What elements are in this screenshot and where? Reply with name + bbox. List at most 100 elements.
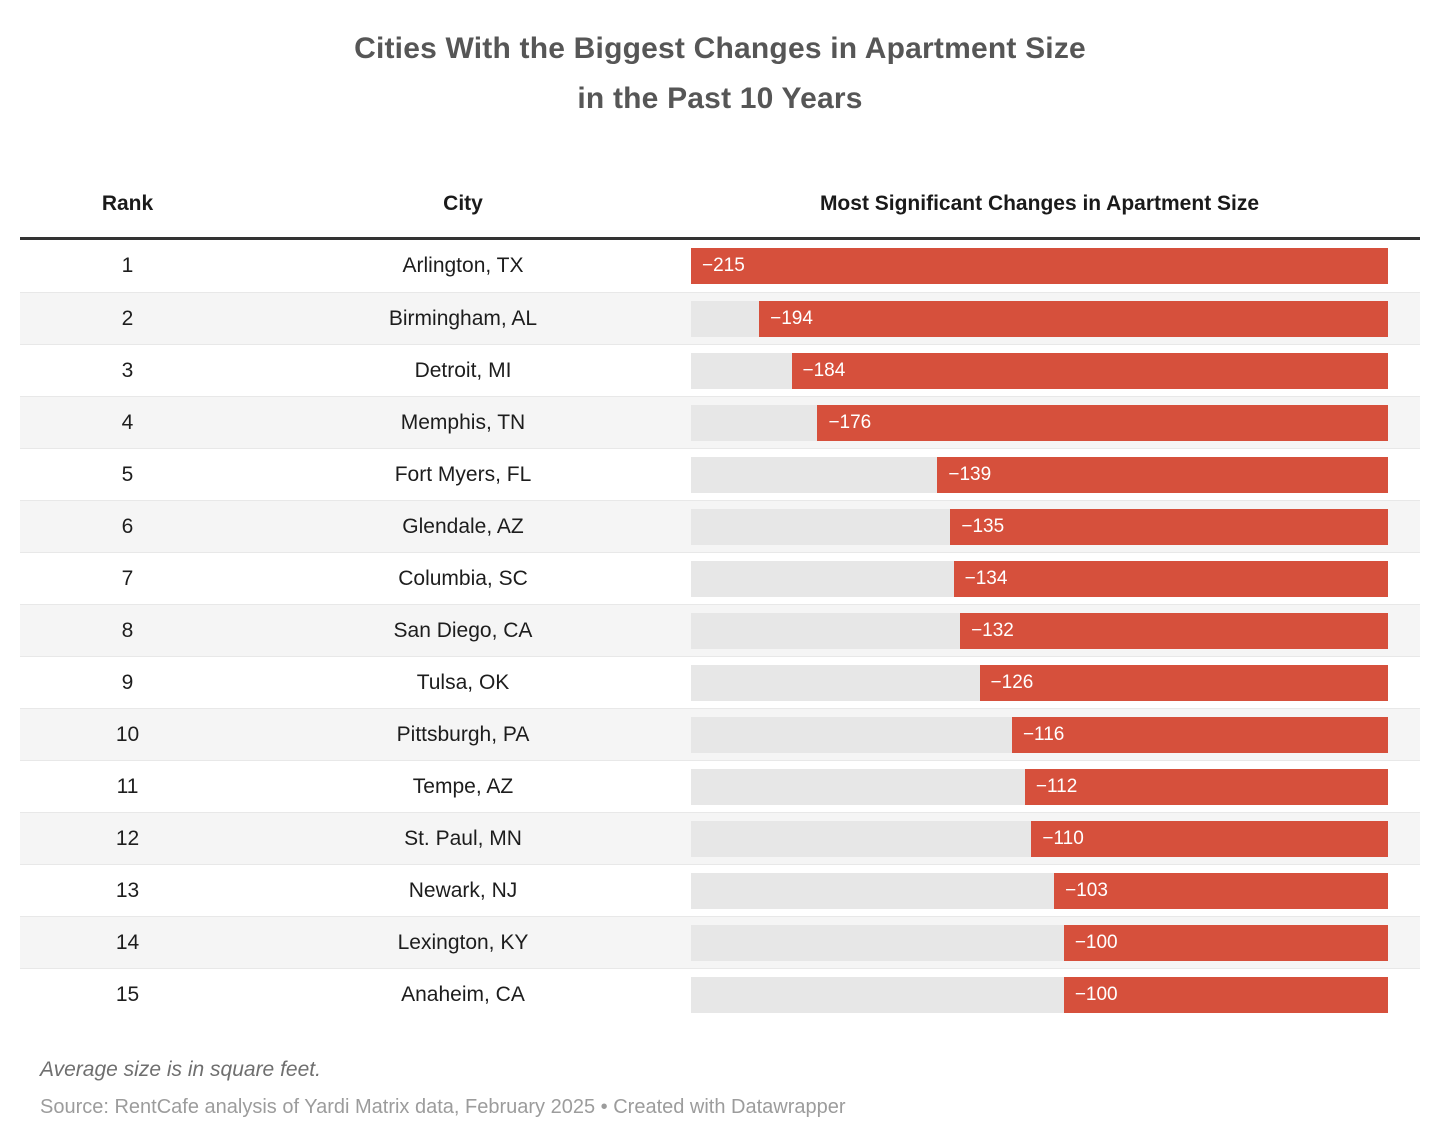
chart-title-line-1: Cities With the Biggest Changes in Apart… — [354, 32, 1086, 65]
bar-value-label: −139 — [948, 463, 992, 485]
value-bar: −110 — [1031, 820, 1388, 857]
chart-title: Cities With the Biggest Changes in Apart… — [20, 24, 1420, 124]
table-row: 3 Detroit, MI −184 — [20, 344, 1420, 396]
bar-value-label: −132 — [971, 619, 1014, 641]
bar-value-label: −116 — [1022, 723, 1065, 745]
bar-track: −134 — [691, 560, 1388, 597]
value-bar: −100 — [1063, 924, 1388, 961]
table-body: 1 Arlington, TX −215 2 Birmingham, AL −194 3 De… — [20, 240, 1420, 1020]
bar-cell: −176 — [691, 397, 1420, 448]
table-row: 12 St. Paul, MN −110 — [20, 812, 1420, 864]
bar-track: −103 — [691, 872, 1388, 909]
value-bar: −116 — [1011, 716, 1388, 753]
bar-cell: −194 — [691, 293, 1420, 344]
city-cell: Pittsburgh, PA — [396, 722, 530, 746]
rank-cell: 4 — [121, 410, 134, 434]
bar-cell: −134 — [691, 553, 1420, 604]
rank-cell: 12 — [115, 826, 140, 850]
city-cell: Columbia, SC — [398, 566, 528, 590]
table-row: 1 Arlington, TX −215 — [20, 240, 1420, 292]
rank-cell: 2 — [121, 306, 134, 330]
table-header-row: Rank City Most Significant Changes in Ap… — [20, 170, 1420, 240]
bar-cell: −100 — [691, 917, 1420, 968]
bar-cell: −116 — [691, 709, 1420, 760]
bar-track: −132 — [691, 612, 1388, 649]
ranking-table: Rank City Most Significant Changes in Ap… — [20, 170, 1420, 1020]
column-header-rank: Rank — [101, 191, 154, 215]
bar-cell: −184 — [691, 345, 1420, 396]
column-header-city: City — [443, 191, 483, 215]
table-row: 15 Anaheim, CA −100 — [20, 968, 1420, 1020]
chart-footnote: Average size is in square feet. — [40, 1058, 321, 1081]
table-row: 6 Glendale, AZ −135 — [20, 500, 1420, 552]
bar-track: −112 — [691, 768, 1388, 805]
bar-track: −176 — [691, 404, 1388, 441]
bar-value-label: −184 — [802, 359, 846, 381]
table-row: 13 Newark, NJ −103 — [20, 864, 1420, 916]
rank-cell: 10 — [115, 722, 140, 746]
bar-value-label: −100 — [1074, 931, 1118, 953]
rank-cell: 6 — [121, 514, 134, 538]
bar-track: −110 — [691, 820, 1388, 857]
rank-cell: 9 — [121, 670, 134, 694]
city-cell: Anaheim, CA — [401, 982, 525, 1006]
city-cell: St. Paul, MN — [404, 826, 522, 850]
rank-cell: 14 — [115, 930, 140, 954]
value-bar: −112 — [1024, 768, 1388, 805]
bar-cell: −132 — [691, 605, 1420, 656]
bar-track: −215 — [691, 248, 1388, 284]
city-cell: San Diego, CA — [393, 618, 533, 642]
city-cell: Arlington, TX — [402, 254, 524, 277]
table-row: 14 Lexington, KY −100 — [20, 916, 1420, 968]
city-cell: Glendale, AZ — [402, 514, 524, 538]
bar-value-label: −135 — [961, 515, 1005, 537]
bar-cell: −215 — [691, 240, 1420, 292]
bar-track: −126 — [691, 664, 1388, 701]
bar-track: −116 — [691, 716, 1388, 753]
bar-track: −139 — [691, 456, 1388, 493]
rank-cell: 7 — [121, 566, 134, 590]
value-bar: −134 — [953, 560, 1388, 597]
bar-track: −100 — [691, 976, 1388, 1013]
bar-cell: −100 — [691, 969, 1420, 1020]
table-row: 9 Tulsa, OK −126 — [20, 656, 1420, 708]
city-cell: Newark, NJ — [408, 878, 518, 902]
table-row: 11 Tempe, AZ −112 — [20, 760, 1420, 812]
table-row: 5 Fort Myers, FL −139 — [20, 448, 1420, 500]
bar-cell: −139 — [691, 449, 1420, 500]
chart-container: Cities With the Biggest Changes in Apart… — [20, 24, 1420, 1118]
bar-value-label: −112 — [1035, 775, 1078, 797]
bar-value-label: −103 — [1065, 879, 1108, 901]
rank-cell: 5 — [121, 462, 134, 486]
city-cell: Fort Myers, FL — [394, 462, 532, 486]
bar-track: −100 — [691, 924, 1388, 961]
bar-value-label: −176 — [828, 411, 872, 433]
chart-source-line: Source: RentCafe analysis of Yardi Matri… — [40, 1096, 846, 1118]
bar-value-label: −194 — [770, 307, 813, 329]
value-bar: −100 — [1063, 976, 1388, 1013]
city-cell: Birmingham, AL — [388, 306, 538, 330]
table-row: 2 Birmingham, AL −194 — [20, 292, 1420, 344]
bar-cell: −135 — [691, 501, 1420, 552]
chart-title-line-2: in the Past 10 Years — [577, 82, 863, 115]
value-bar: −126 — [979, 664, 1388, 701]
value-bar: −103 — [1054, 872, 1388, 909]
column-header-change: Most Significant Changes in Apartment Si… — [819, 191, 1260, 215]
rank-cell: 8 — [121, 618, 134, 642]
bar-track: −184 — [691, 352, 1388, 389]
table-row: 10 Pittsburgh, PA −116 — [20, 708, 1420, 760]
value-bar: −215 — [691, 248, 1388, 284]
table-row: 7 Columbia, SC −134 — [20, 552, 1420, 604]
rank-cell: 1 — [121, 254, 134, 277]
rank-cell: 13 — [115, 878, 140, 902]
value-bar: −135 — [950, 508, 1388, 545]
bar-cell: −112 — [691, 761, 1420, 812]
bar-track: −194 — [691, 300, 1388, 337]
value-bar: −139 — [937, 456, 1388, 493]
bar-value-label: −215 — [702, 255, 745, 276]
bar-cell: −110 — [691, 813, 1420, 864]
value-bar: −194 — [759, 300, 1388, 337]
city-cell: Memphis, TN — [400, 410, 526, 434]
bar-value-label: −126 — [990, 671, 1034, 693]
value-bar: −176 — [817, 404, 1388, 441]
